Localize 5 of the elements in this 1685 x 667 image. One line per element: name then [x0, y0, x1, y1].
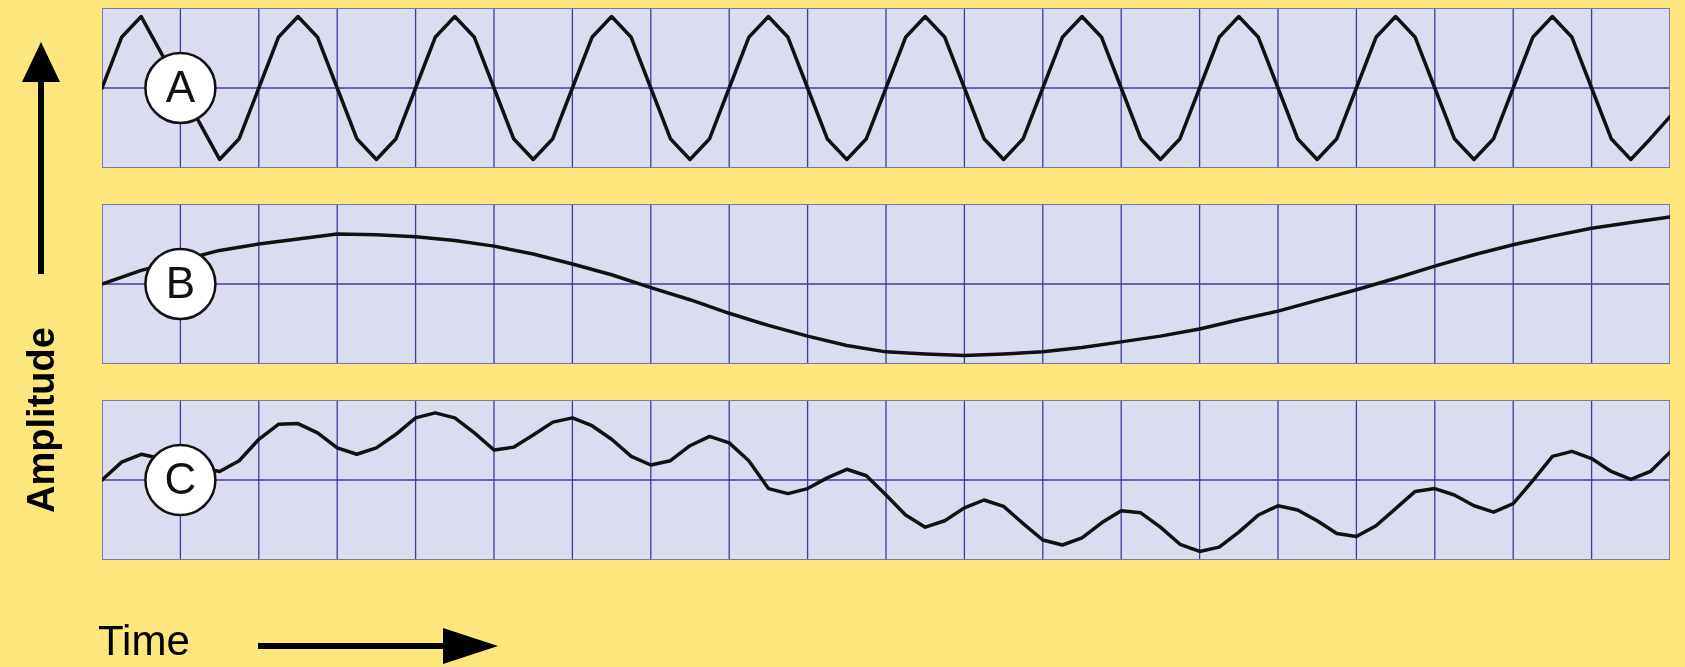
- y-axis-title: Amplitude: [19, 327, 63, 513]
- x-axis-title: Time: [98, 617, 190, 665]
- annotation: A: [165, 62, 196, 112]
- annotation: C: [164, 454, 197, 504]
- annotation: B: [165, 258, 196, 308]
